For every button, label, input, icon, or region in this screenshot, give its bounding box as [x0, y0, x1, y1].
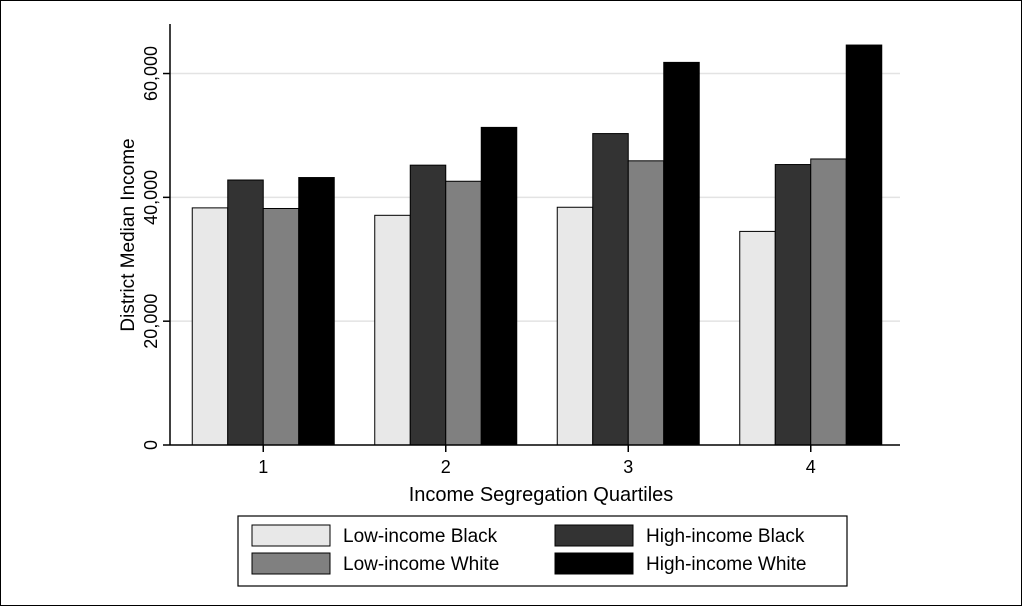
legend-label: Low-income Black: [343, 526, 498, 547]
legend-swatch: [554, 524, 634, 547]
y-tick-label: 60,000: [141, 46, 161, 101]
bar-high-income-black-q2: [409, 164, 447, 446]
legend-swatch: [554, 552, 634, 575]
bar-high-income-black-q1: [227, 179, 264, 446]
bar-low-income-white-q4: [810, 158, 847, 446]
x-axis-label: Income Segregation Quartiles: [409, 484, 674, 506]
legend: Low-income Black High-income Black Low-inc…: [237, 515, 848, 587]
bar-high-income-white-q1: [298, 177, 335, 446]
bar-high-income-white-q2: [480, 126, 518, 446]
bar-high-income-white-q4: [845, 44, 883, 446]
x-tick-label: 4: [806, 457, 816, 477]
bar-low-income-black-q4: [739, 230, 776, 446]
bar-low-income-black-q3: [556, 206, 594, 446]
y-tick-label: 40,000: [141, 170, 161, 225]
x-tick-label: 1: [258, 457, 268, 477]
legend-swatch: [251, 552, 331, 575]
legend-box: [237, 515, 848, 587]
bars: [191, 44, 883, 446]
x-tick-label: 3: [623, 457, 633, 477]
y-tick-label: 20,000: [141, 294, 161, 349]
bar-high-income-white-q3: [663, 61, 700, 446]
y-axis-label: District Median Income: [118, 138, 139, 331]
bar-low-income-black-q2: [374, 214, 411, 446]
bar-low-income-black-q1: [191, 207, 229, 446]
legend-label: High-income Black: [646, 526, 805, 547]
axes: 0 20,000 40,000 60,000 1 2 3 4: [141, 24, 900, 477]
bar-low-income-white-q3: [627, 160, 665, 446]
y-tick-label: 0: [141, 440, 161, 450]
bar-low-income-white-q1: [262, 207, 300, 446]
bar-high-income-black-q3: [592, 133, 629, 446]
legend-swatch: [251, 524, 331, 547]
legend-label: High-income White: [646, 554, 807, 575]
bar-low-income-white-q2: [445, 180, 482, 446]
x-tick-label: 2: [441, 457, 451, 477]
legend-label: Low-income White: [343, 554, 499, 575]
bar-high-income-black-q4: [774, 164, 812, 446]
